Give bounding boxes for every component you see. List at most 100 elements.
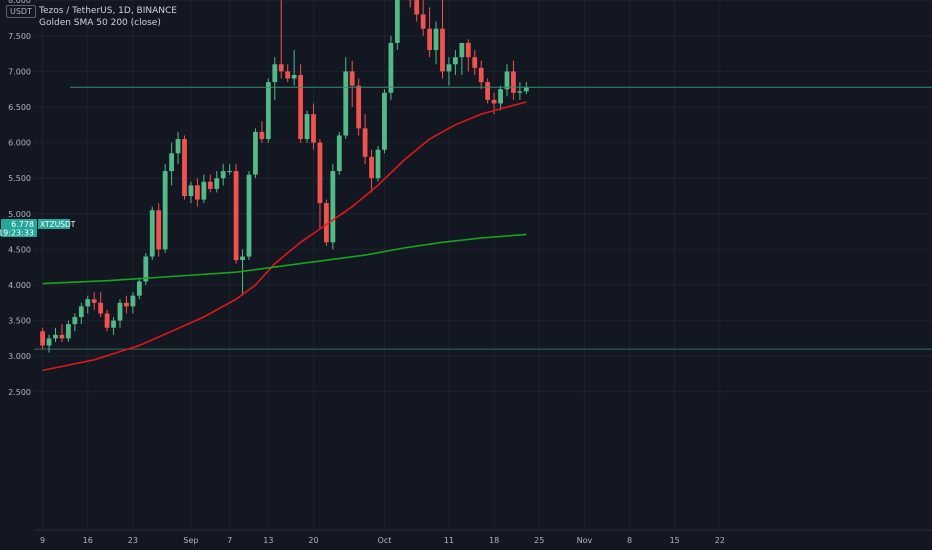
candle <box>517 82 523 100</box>
candle <box>336 131 342 175</box>
candle <box>169 142 174 186</box>
candle <box>311 103 316 150</box>
candle <box>394 0 400 51</box>
candle <box>523 82 529 95</box>
candle <box>420 0 426 36</box>
candle <box>511 60 516 100</box>
indicator-legend[interactable]: Golden SMA 50 200 (close) <box>39 18 161 28</box>
candle <box>427 7 432 58</box>
candle-body <box>382 92 387 150</box>
x-tick-label: 7 <box>227 536 232 545</box>
x-axis-time-scale[interactable]: 9 16 23 Sep 7 13 20 Oct 11 18 25 Nov 8 15 22 <box>34 529 932 545</box>
candle-body <box>169 153 174 172</box>
candle <box>85 295 91 314</box>
candle <box>246 171 252 261</box>
candle-body <box>136 281 142 296</box>
x-tick-label: 8 <box>627 536 632 545</box>
candle-body <box>343 71 349 136</box>
candle <box>272 57 278 100</box>
sma-200-path <box>42 233 527 285</box>
symbol-title[interactable]: Tezos / TetherUS, 1D, BINANCE <box>39 6 177 16</box>
candle-body <box>72 317 78 325</box>
candle <box>485 78 491 104</box>
candle-body <box>453 57 458 65</box>
x-tick-label: Nov <box>577 536 593 545</box>
candle <box>298 64 303 143</box>
candle <box>111 317 116 335</box>
candle-body <box>498 89 503 104</box>
candlestick-series <box>40 0 529 353</box>
candle <box>349 60 355 107</box>
sma-slow-line <box>42 233 527 285</box>
y-axis-price-scale[interactable]: 2.500 3.000 3.500 4.000 4.500 5.000 5.500 6.000… <box>8 0 31 397</box>
candle-body <box>311 114 316 143</box>
candle <box>227 163 233 175</box>
candle <box>472 50 478 75</box>
candle <box>91 292 97 310</box>
candle <box>253 128 258 179</box>
candle <box>504 64 510 97</box>
candle-body <box>465 42 471 58</box>
candle <box>175 131 181 164</box>
x-tick-label: 23 <box>128 536 138 545</box>
candle-body <box>124 302 129 307</box>
candle-body <box>246 174 252 257</box>
sma-fast-line <box>42 101 527 372</box>
candle-body <box>46 338 52 346</box>
candle-body <box>182 139 187 196</box>
candle-body <box>85 299 91 307</box>
candle-body <box>98 302 104 314</box>
x-tick-label: 15 <box>670 536 680 545</box>
candle-body <box>66 324 71 339</box>
candle <box>195 178 200 207</box>
symbol-badge: XTZUSDT <box>38 219 76 229</box>
candle-body <box>240 256 245 261</box>
candle-body <box>375 149 381 179</box>
price-unit-badge[interactable]: USDT <box>6 5 36 18</box>
x-tick-label: 18 <box>489 536 499 545</box>
candle <box>375 146 381 182</box>
x-tick-label: 13 <box>263 536 273 545</box>
candle-body <box>433 28 439 51</box>
x-tick-label: 22 <box>715 536 725 545</box>
candle-body <box>253 131 258 175</box>
y-tick-label: 3.500 <box>8 317 31 326</box>
candle <box>124 295 129 314</box>
candle <box>433 21 439 65</box>
horizontal-lines <box>34 348 932 350</box>
candle <box>330 163 336 250</box>
candle <box>259 121 265 143</box>
candle <box>104 309 110 332</box>
candle <box>188 181 194 204</box>
y-tick-label: 5.000 <box>8 210 31 219</box>
candle <box>440 0 445 79</box>
y-tick-label: 5.500 <box>8 174 31 183</box>
candle <box>343 57 349 140</box>
candle <box>478 60 484 90</box>
candle-body <box>504 71 510 90</box>
candle <box>265 78 271 143</box>
candle <box>285 64 291 83</box>
candle <box>317 139 323 229</box>
candle-body <box>517 91 523 93</box>
candle <box>201 174 207 204</box>
candle-body <box>207 181 213 189</box>
candle-body <box>336 135 342 172</box>
last-price-value: 6.778 <box>11 220 34 229</box>
candle <box>182 135 187 200</box>
candle-body <box>285 71 291 79</box>
candle <box>388 35 394 100</box>
candle-body <box>195 185 200 200</box>
candle-body <box>233 171 239 261</box>
chart-grid <box>34 0 932 530</box>
candle-body <box>59 334 65 339</box>
candle-body <box>162 171 168 250</box>
candle <box>446 57 452 86</box>
candle <box>78 302 84 325</box>
candle <box>162 163 168 253</box>
y-tick-label: 4.500 <box>8 245 31 254</box>
candle-body <box>459 42 465 58</box>
y-tick-label: 6.000 <box>8 139 31 148</box>
candle-body <box>523 87 529 92</box>
